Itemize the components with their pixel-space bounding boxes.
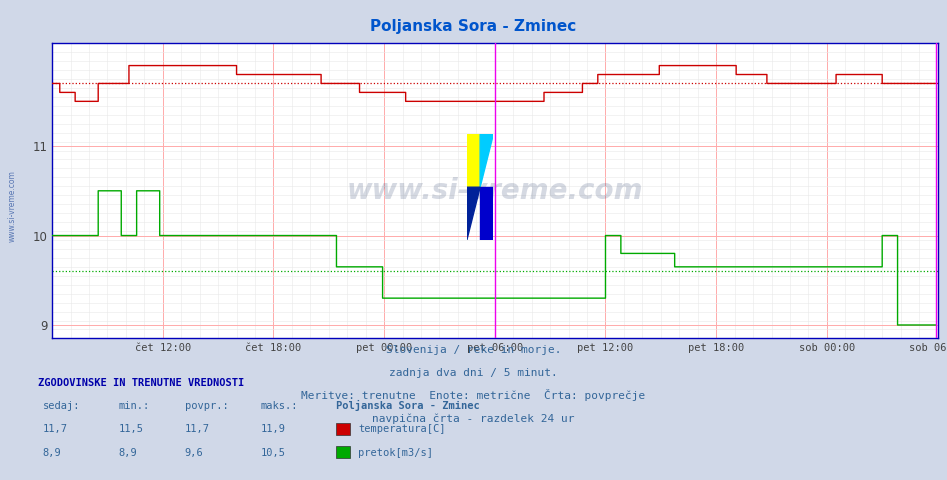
Text: povpr.:: povpr.: (185, 401, 228, 411)
Text: 11,5: 11,5 (118, 424, 143, 434)
Text: 11,7: 11,7 (43, 424, 67, 434)
Bar (467, 134, 480, 187)
Text: navpična črta - razdelek 24 ur: navpična črta - razdelek 24 ur (372, 413, 575, 424)
Text: 11,9: 11,9 (260, 424, 285, 434)
Text: Slovenija / reke in morje.: Slovenija / reke in morje. (385, 345, 562, 355)
Text: zadnja dva dni / 5 minut.: zadnja dva dni / 5 minut. (389, 368, 558, 378)
Text: www.si-vreme.com: www.si-vreme.com (8, 170, 17, 242)
Text: 11,7: 11,7 (185, 424, 209, 434)
Text: Poljanska Sora - Zminec: Poljanska Sora - Zminec (370, 19, 577, 34)
Text: temperatura[C]: temperatura[C] (358, 424, 445, 434)
Polygon shape (467, 187, 480, 240)
Text: Poljanska Sora - Zminec: Poljanska Sora - Zminec (336, 400, 480, 411)
Polygon shape (480, 134, 493, 187)
Text: www.si-vreme.com: www.si-vreme.com (347, 177, 643, 205)
Text: 8,9: 8,9 (118, 447, 137, 457)
Text: 10,5: 10,5 (260, 447, 285, 457)
Text: ZGODOVINSKE IN TRENUTNE VREDNOSTI: ZGODOVINSKE IN TRENUTNE VREDNOSTI (38, 378, 244, 388)
Text: sedaj:: sedaj: (43, 401, 80, 411)
Text: 9,6: 9,6 (185, 447, 204, 457)
Text: min.:: min.: (118, 401, 150, 411)
Bar (480, 187, 493, 240)
Text: Meritve: trenutne  Enote: metrične  Črta: povprečje: Meritve: trenutne Enote: metrične Črta: … (301, 389, 646, 401)
Text: maks.:: maks.: (260, 401, 298, 411)
Text: pretok[m3/s]: pretok[m3/s] (358, 447, 433, 457)
Text: 8,9: 8,9 (43, 447, 62, 457)
